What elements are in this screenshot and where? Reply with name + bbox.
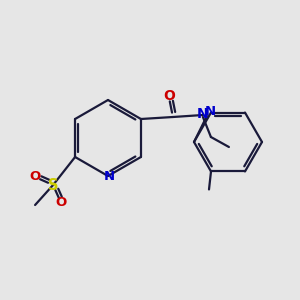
Text: O: O [29, 170, 41, 184]
Text: S: S [48, 178, 58, 193]
Text: N: N [103, 170, 115, 184]
Text: N: N [197, 107, 209, 121]
Text: O: O [163, 89, 175, 103]
Text: O: O [56, 196, 67, 209]
Text: N: N [204, 105, 216, 118]
